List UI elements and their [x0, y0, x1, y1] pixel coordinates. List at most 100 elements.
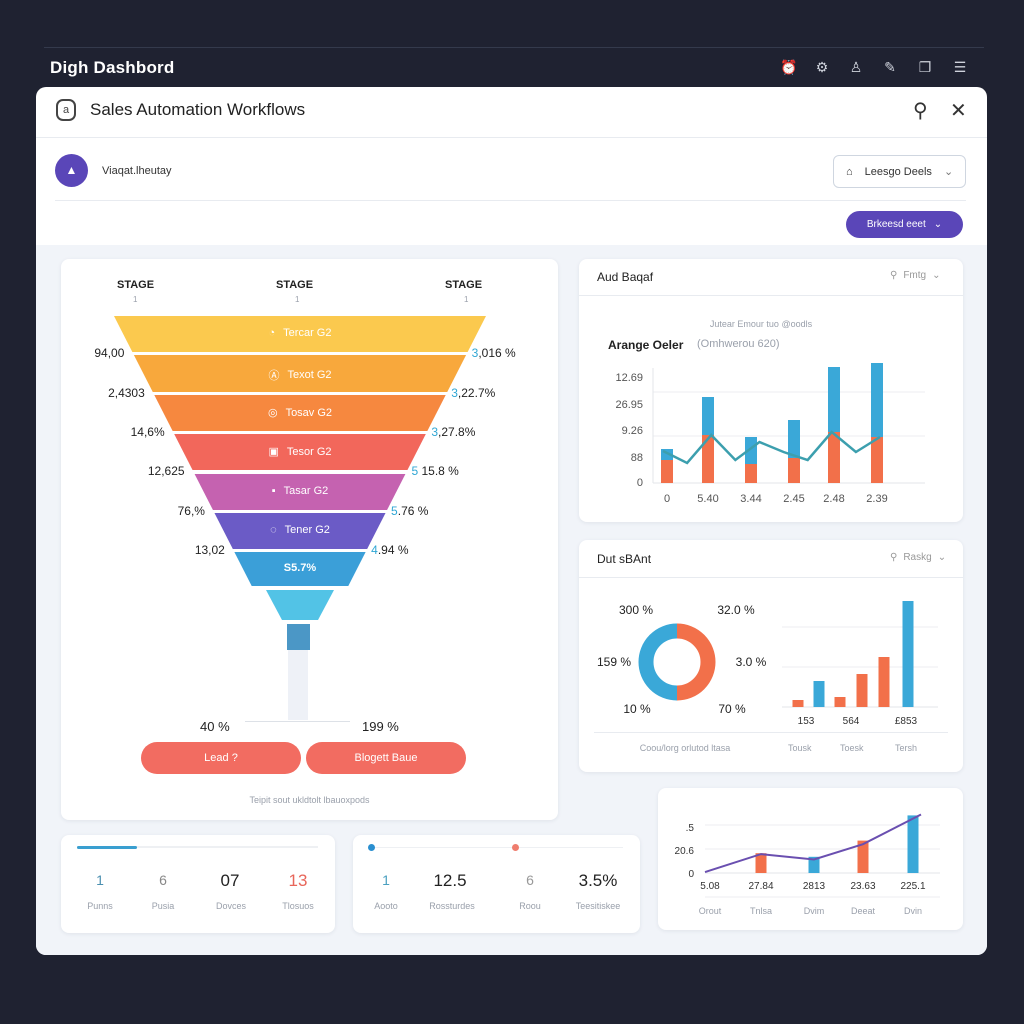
window-title: Sales Automation Workflows	[90, 100, 306, 119]
funnel-bottom-right: 199 %	[362, 719, 399, 734]
bar	[808, 856, 820, 873]
x-tick-label: 23.63	[850, 881, 875, 892]
funnel-right-value: 3,016 %	[471, 346, 516, 360]
top-divider	[44, 47, 984, 48]
chart-heading-note: (Omhwerou 620)	[697, 338, 780, 350]
funnel-left-value: 14,6%	[130, 425, 165, 439]
x-tick-label: 5.08	[700, 881, 720, 892]
home-icon: ⌂	[846, 165, 853, 178]
funnel-right-value: 5.76 %	[391, 504, 429, 518]
funnel-layer-label: S5.7%	[283, 562, 317, 574]
chevron-down-icon: ⌄	[933, 219, 943, 230]
kpi-label: Roou	[519, 901, 541, 911]
chevron-down-icon: ⌄	[937, 552, 947, 563]
funnel-right-value: 3,27.8%	[431, 425, 476, 439]
edit-icon[interactable]: ✎	[884, 59, 896, 75]
stage-icon: ▣	[268, 446, 279, 458]
y-tick-label: 9.26	[622, 425, 643, 437]
y-tick-label: .5	[686, 823, 695, 834]
alarm-icon[interactable]: ⏰	[780, 59, 798, 75]
funnel-left-value: 13,02	[194, 543, 225, 557]
donut-label: 70 %	[718, 702, 746, 716]
y-tick-label: 12.69	[615, 372, 643, 384]
stage-sub: 1	[133, 295, 138, 304]
app-logo-icon: a	[56, 99, 76, 121]
kpi-marker-orange[interactable]	[512, 844, 519, 851]
lead-button[interactable]: Lead ?	[141, 742, 301, 774]
y-tick-label: 20.6	[675, 846, 695, 857]
x-tick-label: 2.45	[783, 493, 804, 505]
app-title: Digh Dashbord	[50, 58, 175, 77]
bar	[813, 681, 825, 707]
card-title: Aud Baqaf	[597, 270, 654, 284]
category-label: Tnlsa	[750, 906, 772, 916]
x-tick-label: 0	[664, 493, 670, 505]
stage-icon: ▪	[271, 485, 276, 497]
filter-dropdown[interactable]: ⚲ Fmtg ⌄	[890, 270, 941, 281]
kpi-label: Rossturdes	[429, 901, 475, 911]
stage-icon: ◌	[270, 524, 277, 536]
funnel-right-value: 5 15.8 %	[411, 464, 459, 478]
funnel-right-value: 3,22.7%	[451, 386, 496, 400]
toolbar-divider	[55, 200, 966, 201]
funnel-stem	[288, 650, 308, 720]
kpi-value: 12.5	[433, 871, 467, 890]
funnel-layer	[234, 552, 366, 586]
kpi-value: 3.5%	[578, 871, 618, 890]
funnel-left-value: 76,%	[177, 504, 205, 518]
chevron-down-icon: ⌄	[943, 166, 954, 178]
stage-icon: ◎	[267, 407, 278, 419]
funnel-layer	[114, 316, 486, 352]
category-label: Dvin	[904, 906, 922, 916]
x-tick-label: 3.44	[740, 493, 761, 505]
avatar[interactable]: ▲	[55, 154, 88, 187]
bar	[856, 674, 868, 707]
filter-dropdown[interactable]: ⚲ Raskg ⌄	[890, 552, 947, 563]
bar	[878, 657, 890, 707]
kpi-value: 13	[288, 871, 308, 890]
funnel-caption: Teipit sout ukldtolt lbauoxpods	[249, 795, 370, 805]
deals-dropdown[interactable]: ⌂ Leesgo Deels ⌄	[833, 155, 966, 188]
pin-icon: ⚲	[890, 552, 898, 563]
card-divider	[594, 732, 948, 733]
y-tick-label: 0	[637, 477, 643, 489]
action-button[interactable]: Brkeesd eeet ⌄	[846, 211, 963, 238]
secondary-button[interactable]: Blogett Baue	[306, 742, 466, 774]
donut-label: 159 %	[597, 655, 631, 669]
x-tick-label: 27.84	[748, 881, 773, 892]
kpi-label: Dovces	[215, 901, 246, 911]
donut-footer: Coou/lorg orlutod ltasa	[639, 743, 731, 753]
settings-icon[interactable]: ⚙	[815, 59, 829, 75]
stage-icon: Ⓐ	[268, 369, 280, 382]
kpi-marker-blue[interactable]	[368, 844, 375, 851]
card-divider	[579, 577, 963, 578]
list-icon[interactable]: ☰	[953, 59, 967, 75]
clipboard-icon[interactable]: ❐	[918, 59, 932, 75]
category-label: Orout	[699, 906, 722, 916]
bar-orange	[661, 460, 673, 483]
donut-slice-orange	[676, 623, 716, 701]
close-icon[interactable]: ✕	[950, 100, 967, 122]
x-tick-label: £853	[895, 716, 918, 727]
y-tick-label: 26.95	[615, 399, 643, 411]
donut-label: 300 %	[619, 603, 653, 617]
bar-orange	[828, 432, 840, 483]
funnel-layer	[133, 355, 467, 392]
user-icon[interactable]: ♙	[849, 59, 863, 75]
x-tick-label: 5.40	[697, 493, 718, 505]
trend-line	[704, 813, 922, 874]
header-divider	[36, 137, 987, 138]
trend-line	[662, 430, 881, 465]
pin-icon: ⚲	[890, 270, 898, 281]
bar	[755, 853, 767, 873]
stage-header: STAGE	[117, 279, 155, 291]
funnel-left-value: 12,625	[147, 464, 185, 478]
stage-sub: 1	[295, 295, 300, 304]
kpi-value: 1	[382, 872, 390, 888]
search-icon[interactable]: ⚲	[913, 100, 928, 122]
footer-cat: Tersh	[895, 743, 918, 753]
stage-sub: 1	[464, 295, 469, 304]
card-divider	[579, 295, 963, 296]
